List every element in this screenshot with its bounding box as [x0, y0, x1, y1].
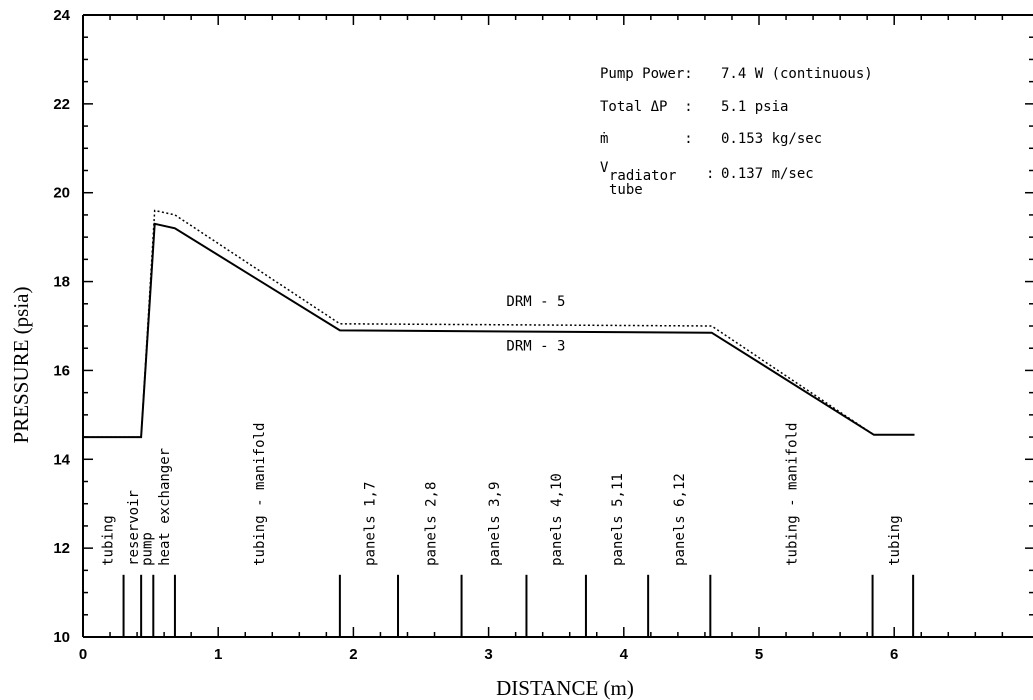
info-label-sub2: tube	[609, 182, 643, 198]
segment-label: reservoir	[126, 490, 142, 566]
series	[83, 209, 915, 439]
info-value: 5.1 psia	[721, 99, 788, 115]
info-box: Pump Power: 7.4 W (continuous) Total ΔP : 5…	[600, 66, 873, 198]
segment-label: pump	[140, 532, 156, 566]
y-tick-label: 24	[53, 7, 70, 24]
segment-label: panels 2,8	[423, 482, 439, 566]
x-tick-label: 1	[214, 646, 222, 663]
y-tick-label: 16	[53, 362, 70, 379]
series-label: DRM - 5	[506, 294, 565, 310]
segment-label: panels 5,11	[610, 473, 626, 566]
info-colon: :	[706, 166, 714, 182]
segment-label: panels 6,12	[672, 473, 688, 566]
segment-label: tubing	[100, 515, 116, 566]
info-label: V	[600, 160, 609, 176]
segment-label: heat exchanger	[157, 448, 173, 566]
y-tick-label: 12	[53, 540, 70, 557]
y-tick-label: 20	[53, 185, 70, 202]
series-label: DRM - 3	[506, 338, 565, 354]
x-tick-label: 0	[79, 646, 87, 663]
segment-label: panels 4,10	[549, 473, 565, 566]
info-label: Pump Power:	[600, 66, 693, 82]
series-line-drm5	[83, 209, 915, 438]
segment-dividers	[122, 574, 915, 637]
series-line-drm3	[83, 222, 915, 439]
info-value: 0.137 m/sec	[721, 166, 814, 182]
info-label: ṁ :	[600, 131, 693, 147]
x-tick-label: 6	[890, 646, 898, 663]
info-label-sub: radiator	[609, 168, 676, 184]
segment-label: panels 3,9	[487, 482, 503, 566]
segment-label: panels 1,7	[363, 482, 379, 566]
info-label: Total ΔP :	[600, 99, 693, 115]
x-tick-label: 5	[755, 646, 763, 663]
segment-label: tubing - manifold	[252, 423, 268, 566]
segment-label: tubing - manifold	[784, 423, 800, 566]
y-axis-title: PRESSURE (psia)	[9, 287, 33, 444]
y-tick-label: 18	[53, 274, 70, 291]
x-tick-label: 2	[349, 646, 357, 663]
info-value: 0.153 kg/sec	[721, 131, 822, 147]
x-axis-title: DISTANCE (m)	[496, 676, 634, 700]
series-labels: DRM - 5 DRM - 3	[506, 294, 565, 354]
x-tick-label: 4	[620, 646, 629, 663]
segment-label: tubing	[887, 515, 903, 566]
x-tick-label: 3	[484, 646, 492, 663]
info-value: 7.4 W (continuous)	[721, 66, 873, 82]
y-tick-label: 22	[53, 96, 70, 113]
y-tick-label: 14	[53, 451, 70, 468]
y-tick-label: 10	[53, 629, 70, 646]
